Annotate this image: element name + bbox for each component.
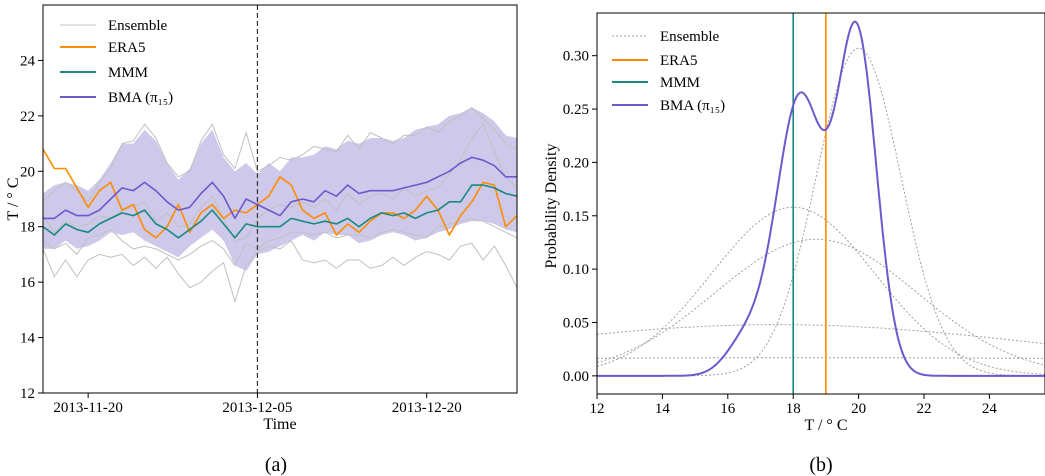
x-tick-label: 2013-11-20 xyxy=(53,400,122,416)
ensemble-density-curve-3 xyxy=(597,47,1045,377)
series-line-bma xyxy=(43,156,517,220)
legend-b-mmm-label: MMM xyxy=(660,75,700,91)
y-tick-label: 14 xyxy=(20,331,36,347)
panel-b-caption: (b) xyxy=(809,454,832,476)
legend-ensemble-label: Ensemble xyxy=(108,18,167,34)
legend-mmm-label: MMM xyxy=(108,65,148,81)
panel-b-ylabel: Probability Density xyxy=(543,144,560,269)
legend-b-ensemble-label: Ensemble xyxy=(660,29,719,45)
legend-era5-label: ERA5 xyxy=(108,40,146,56)
bma-uncertainty-band xyxy=(43,107,517,272)
panel-b-ticks: 0.00 0.05 0.10 0.15 0.20 0.25 0.30 12 14 16 18 20 22… xyxy=(563,49,998,417)
legend-b-era5-label: ERA5 xyxy=(660,53,698,69)
x-tick-label: 2013-12-05 xyxy=(222,400,292,416)
x-tick-label: 2013-12-20 xyxy=(392,400,462,416)
panel-b-plot-area xyxy=(596,13,1045,394)
ensemble-density-curve-5 xyxy=(597,357,1045,359)
ensemble-density-curve-2 xyxy=(596,238,1045,366)
legend-b-bma-label: BMA (π₁₅) xyxy=(660,98,725,114)
y-tick-label: 0.10 xyxy=(563,262,589,278)
panel-a-caption: (a) xyxy=(265,454,287,476)
panel-b-legend: Ensemble ERA5 MMM BMA (π₁₅) xyxy=(612,29,725,114)
y-tick-label: 16 xyxy=(20,275,36,291)
y-tick-label: 0.25 xyxy=(563,102,589,118)
x-tick-label: 16 xyxy=(720,401,736,417)
ensemble-member-line-1 xyxy=(42,239,518,304)
ensemble-member-line-4 xyxy=(42,217,518,267)
panel-a-legend: Ensemble ERA5 MMM BMA (π₁₅) xyxy=(60,18,173,106)
x-tick-label: 24 xyxy=(982,401,998,417)
ensemble-density-curve-4 xyxy=(596,324,1045,345)
y-tick-label: 0.20 xyxy=(563,155,589,171)
legend-bma-label: BMA (π₁₅) xyxy=(108,90,173,106)
y-tick-label: 0.15 xyxy=(563,209,589,225)
x-tick-label: 22 xyxy=(917,401,932,417)
y-tick-label: 18 xyxy=(20,220,35,236)
y-tick-label: 24 xyxy=(20,53,36,69)
y-tick-label: 20 xyxy=(20,164,35,180)
panel-a-ticks: 12 14 16 18 20 22 24 2013-11-20 2013-12-05 2013-1… xyxy=(20,53,462,416)
panel-b-xlabel: T / ° C xyxy=(805,417,848,434)
x-tick-label: 20 xyxy=(851,401,866,417)
y-tick-label: 22 xyxy=(20,109,35,125)
panel-b: 0.00 0.05 0.10 0.15 0.20 0.25 0.30 12 14 16 18 20 22… xyxy=(543,12,1045,476)
y-tick-label: 0.00 xyxy=(563,369,589,385)
y-tick-label: 0.30 xyxy=(563,49,589,65)
series-line-mmm xyxy=(42,184,518,239)
x-tick-label: 12 xyxy=(590,401,605,417)
ensemble-member-line-2 xyxy=(42,106,518,203)
y-tick-label: 12 xyxy=(20,386,35,402)
panel-a-ylabel: T / ° C xyxy=(5,178,22,221)
ensemble-density-curve-1 xyxy=(596,206,1045,375)
panel-a-plot-area xyxy=(42,5,518,393)
x-tick-label: 18 xyxy=(786,401,801,417)
bma-density-curve xyxy=(597,20,1045,377)
panel-a-frame xyxy=(42,4,518,394)
panel-b-frame xyxy=(596,12,1045,395)
panel-a-xlabel: Time xyxy=(263,416,296,433)
panel-a: 12 14 16 18 20 22 24 2013-11-20 2013-12-05 2013-1… xyxy=(5,4,518,476)
x-tick-label: 14 xyxy=(655,401,671,417)
y-tick-label: 0.05 xyxy=(563,315,589,331)
